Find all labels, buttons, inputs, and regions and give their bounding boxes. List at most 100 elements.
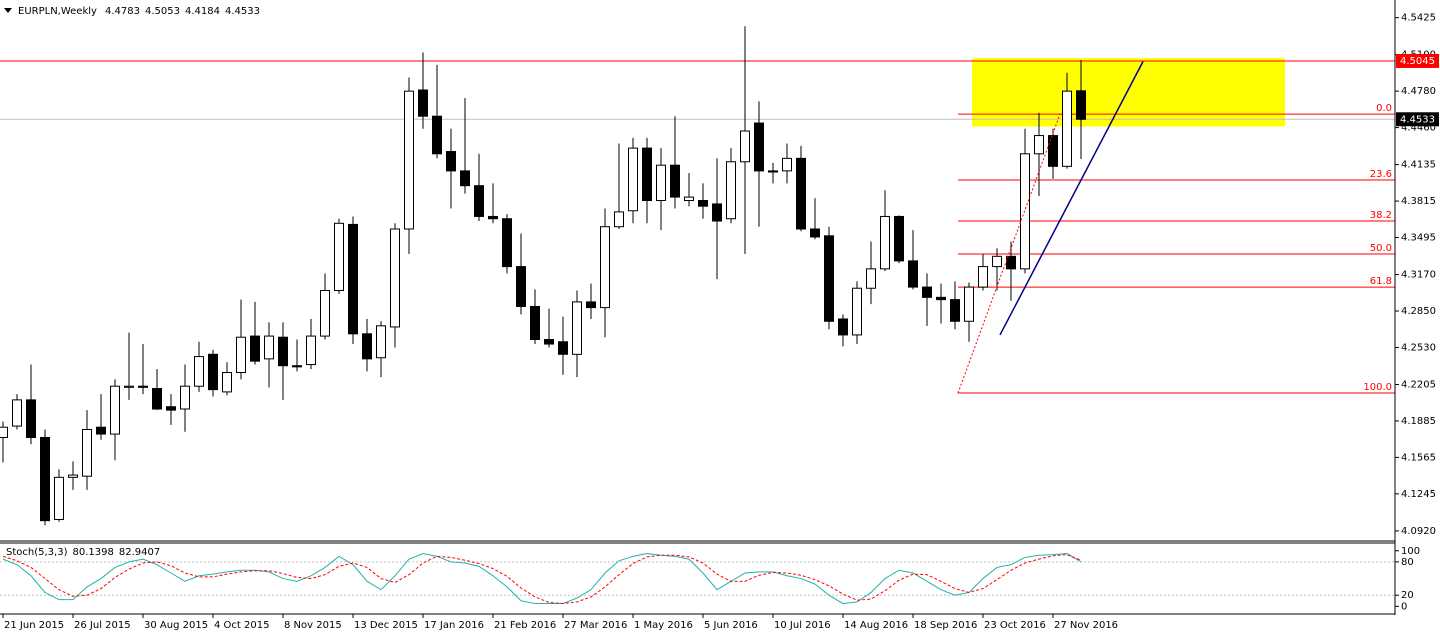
- fib-label: 50.0: [1370, 243, 1392, 254]
- candle-body: [852, 287, 862, 336]
- candle-body: [992, 255, 1002, 268]
- stoch-header: Stoch(5,3,3) 80.1398 82.9407: [6, 547, 160, 558]
- candle-body: [964, 286, 974, 322]
- header-high: 4.5053: [145, 6, 180, 17]
- background-layer: [0, 58, 1395, 596]
- candle-body: [978, 266, 988, 288]
- x-tick-label: 30 Aug 2015: [144, 620, 208, 631]
- candle-body: [194, 356, 204, 387]
- candle-body: [40, 436, 50, 522]
- candle-body: [824, 235, 834, 322]
- header-close: 4.4533: [225, 6, 260, 17]
- candle-body: [572, 301, 582, 355]
- candle-body: [320, 290, 330, 337]
- candle-body: [292, 365, 302, 368]
- candle-body: [460, 170, 470, 187]
- y-tick-label: 4.4780: [1401, 86, 1436, 97]
- candle-body: [124, 385, 134, 388]
- y-tick-label: 80: [1401, 557, 1414, 568]
- candle-body: [348, 223, 358, 335]
- candle-body: [530, 305, 540, 340]
- y-tick-label: 0: [1401, 601, 1407, 612]
- trendline: [999, 61, 1144, 336]
- y-tick-label: 4.3815: [1401, 196, 1436, 207]
- x-tick-label: 18 Sep 2016: [914, 620, 977, 631]
- candle-body: [96, 426, 106, 435]
- candle-body: [782, 157, 792, 172]
- header-low: 4.4184: [185, 6, 220, 17]
- candle-body: [12, 399, 22, 427]
- candle-body: [1020, 153, 1030, 270]
- y-tick-label: 4.4460: [1401, 123, 1436, 134]
- candle-body: [656, 164, 666, 202]
- x-tick-label: 23 Oct 2016: [984, 620, 1046, 631]
- candle-body: [404, 90, 414, 230]
- candle-body: [922, 286, 932, 298]
- stoch-line: [2, 553, 1082, 605]
- x-tick-label: 26 Jul 2015: [74, 620, 131, 631]
- candle-body: [54, 476, 64, 520]
- y-tick-label: 100: [1401, 546, 1420, 557]
- price-level-box: [1396, 53, 1439, 68]
- stoch-signal-value: 82.9407: [119, 547, 160, 558]
- x-tick-label: 14 Aug 2016: [844, 620, 908, 631]
- candle-body: [936, 296, 946, 301]
- candle-body: [362, 333, 372, 360]
- candle-body: [544, 338, 554, 345]
- stoch-main-value: 80.1398: [72, 547, 113, 558]
- candle-body: [278, 336, 288, 367]
- x-tick-label: 5 Jun 2016: [704, 620, 758, 631]
- last-price-box: [1396, 112, 1439, 127]
- chart-title: EURPLN,Weekly: [18, 6, 97, 17]
- y-tick-label: 4.2530: [1401, 342, 1436, 353]
- candle-body: [810, 228, 820, 238]
- candle-body: [838, 318, 848, 336]
- x-tick-label: 21 Feb 2016: [494, 620, 556, 631]
- candle-body: [894, 215, 904, 262]
- candle-body: [516, 266, 526, 307]
- candle-body: [642, 147, 652, 202]
- front-layer: 4.54254.51004.47804.44604.41354.38154.34…: [2, 13, 1439, 631]
- header-open: 4.4783: [105, 6, 140, 17]
- candle-body: [558, 341, 568, 355]
- candle-body: [306, 335, 316, 366]
- candle-body: [446, 151, 456, 172]
- x-tick-label: 13 Dec 2015: [354, 620, 418, 631]
- candle-body: [376, 325, 386, 359]
- y-tick-label: 4.5425: [1401, 13, 1436, 24]
- candle-body: [502, 218, 512, 268]
- candle-body: [698, 200, 708, 207]
- y-tick-label: 4.1565: [1401, 452, 1436, 463]
- fib-label: 61.8: [1370, 276, 1392, 287]
- x-tick-label: 4 Oct 2015: [214, 620, 269, 631]
- candle-body: [390, 228, 400, 328]
- fib-label: 23.6: [1370, 169, 1392, 180]
- candle-body: [26, 399, 36, 438]
- y-tick-label: 20: [1401, 590, 1414, 601]
- candle-body: [796, 157, 806, 230]
- candle-body: [1076, 90, 1086, 120]
- candle-body: [208, 353, 218, 391]
- candle-body: [740, 130, 750, 163]
- fib-trend: [957, 113, 1061, 394]
- fib-label: 0.0: [1376, 103, 1392, 114]
- x-tick-label: 8 Nov 2015: [284, 620, 342, 631]
- x-tick-label: 27 Nov 2016: [1054, 620, 1118, 631]
- candle-body: [0, 426, 8, 438]
- y-tick-label: 4.3170: [1401, 270, 1436, 281]
- menu-arrow: [4, 8, 12, 13]
- x-tick-label: 27 Mar 2016: [564, 620, 627, 631]
- x-tick-label: 10 Jul 2016: [774, 620, 831, 631]
- y-tick-label: 4.3495: [1401, 233, 1436, 244]
- candle-body: [152, 387, 162, 410]
- price-level-label: 4.5045: [1400, 56, 1435, 67]
- candle-body: [250, 335, 260, 362]
- candle-body: [1006, 255, 1016, 270]
- candle-body: [166, 406, 176, 411]
- y-tick-label: 4.2205: [1401, 379, 1436, 390]
- fib-label: 38.2: [1370, 210, 1392, 221]
- candle-body: [418, 89, 428, 117]
- candle-body: [950, 299, 960, 322]
- candle-body: [684, 196, 694, 202]
- y-tick-label: 4.1885: [1401, 416, 1436, 427]
